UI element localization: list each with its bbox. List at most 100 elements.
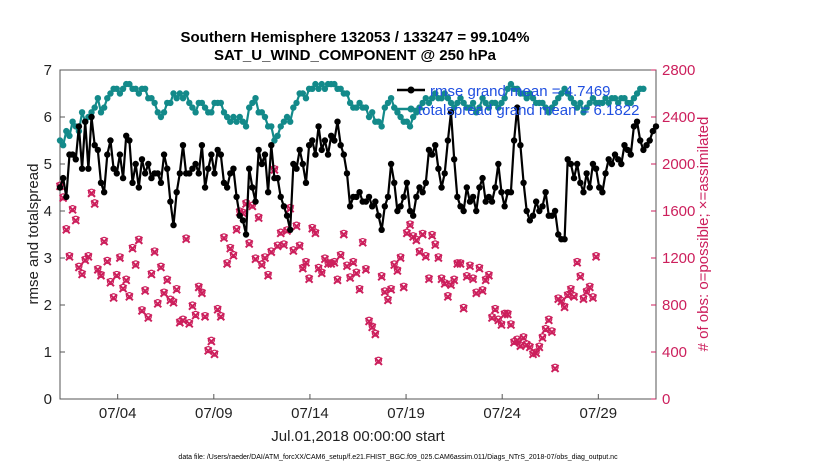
obs-assimilated-point <box>355 285 364 294</box>
obs-assimilated-point <box>115 253 125 263</box>
spread-point <box>558 90 565 97</box>
obs-possible-point <box>302 257 310 266</box>
obs-possible-point <box>261 253 269 261</box>
rmse-point <box>627 151 634 158</box>
obs-assimilated-point <box>506 320 516 330</box>
obs-possible-point <box>390 260 398 268</box>
obs-assimilated-point <box>569 292 579 301</box>
rmse-point <box>104 151 111 158</box>
spread-point <box>280 118 288 125</box>
obs-assimilated-point <box>415 247 424 257</box>
obs-assimilated-point <box>459 304 468 313</box>
spread-point <box>119 85 127 93</box>
rmse-point <box>362 198 370 205</box>
spread-point <box>469 99 477 107</box>
obs-assimilated-point <box>386 285 396 294</box>
rmse-point <box>365 193 373 201</box>
obs-possible-point <box>245 239 253 247</box>
obs-possible-point <box>393 266 402 274</box>
rmse-point <box>85 165 92 172</box>
obs-assimilated-point <box>544 316 553 325</box>
y-right-tick-label: 2000 <box>662 156 695 173</box>
spread-point <box>100 104 108 111</box>
obs-assimilated-point <box>226 244 235 253</box>
rmse-point <box>138 156 146 163</box>
spread-point <box>56 137 64 144</box>
spread-point <box>208 109 215 116</box>
spread-point <box>570 99 578 107</box>
spread-point <box>627 99 634 107</box>
spread-point <box>88 109 95 116</box>
obs-possible-point <box>460 303 468 311</box>
spread-point <box>457 95 464 102</box>
obs-assimilated-point <box>576 272 585 282</box>
spread-point <box>287 118 294 125</box>
obs-possible-point <box>122 275 130 283</box>
obs-assimilated-point <box>84 252 93 262</box>
rmse-point <box>148 174 155 182</box>
rmse-point <box>400 193 407 201</box>
spread-point <box>611 95 619 102</box>
spread-point <box>507 80 515 88</box>
legend-spread-label: totalspread grand mean = 6.1822 <box>418 102 639 119</box>
obs-assimilated-point <box>380 287 390 297</box>
obs-possible-point <box>374 356 383 364</box>
obs-assimilated-point <box>263 271 273 280</box>
spread-point <box>394 109 401 116</box>
obs-assimilated-point <box>336 251 345 260</box>
legend-rmse-marker <box>407 86 415 94</box>
obs-assimilated-point <box>342 262 352 271</box>
obs-assimilated-point <box>267 247 276 257</box>
spread-point <box>551 99 559 107</box>
rmse-point <box>214 146 221 154</box>
rmse-point <box>56 184 64 191</box>
obs-possible-point <box>340 229 348 237</box>
obs-possible-point <box>472 288 480 296</box>
obs-possible-point <box>113 270 121 279</box>
rmse-point <box>466 198 474 205</box>
rmse-point <box>353 193 360 201</box>
spread-point <box>599 99 606 107</box>
spread-point <box>428 95 436 102</box>
obs-possible-point <box>384 295 392 303</box>
obs-assimilated-point <box>298 264 308 273</box>
y-right-tick-label: 2400 <box>662 109 695 126</box>
spread-point <box>473 109 480 116</box>
spread-point <box>419 99 426 107</box>
rmse-point <box>186 170 193 177</box>
spread-point <box>491 99 499 107</box>
obs-assimilated-point <box>462 272 472 282</box>
spread-point <box>236 113 243 121</box>
obs-assimilated-point <box>257 260 267 270</box>
rmse-point <box>403 179 411 186</box>
spread-point <box>302 95 310 102</box>
obs-possible-point <box>141 286 149 294</box>
rmse-point <box>321 137 329 144</box>
spread-point <box>413 109 420 116</box>
obs-assimilated-point <box>367 323 377 332</box>
rmse-point <box>567 160 575 168</box>
legend-spread-marker <box>407 105 415 113</box>
obs-assimilated-point <box>140 286 150 296</box>
obs-assimilated-point <box>481 276 490 285</box>
rmse-point <box>331 137 338 144</box>
rmse-point <box>419 189 426 196</box>
obs-assimilated-point <box>535 343 544 352</box>
rmse-point <box>564 156 571 163</box>
obs-assimilated-point <box>443 292 453 301</box>
spread-point <box>526 90 534 97</box>
obs-possible-point <box>201 311 209 320</box>
obs-assimilated-point <box>393 266 402 276</box>
obs-assimilated-point <box>591 252 601 262</box>
spread-point <box>201 104 209 111</box>
obs-assimilated-point <box>345 273 355 283</box>
spread-point <box>78 109 86 116</box>
rmse-point <box>608 160 616 168</box>
obs-assimilated-point <box>181 234 191 244</box>
spread-point <box>425 99 433 107</box>
obs-assimilated-point <box>490 305 500 314</box>
obs-assimilated-point <box>204 346 213 356</box>
obs-assimilated-point <box>134 236 144 245</box>
obs-assimilated-point <box>156 263 166 272</box>
obs-assimilated-point <box>128 244 137 253</box>
